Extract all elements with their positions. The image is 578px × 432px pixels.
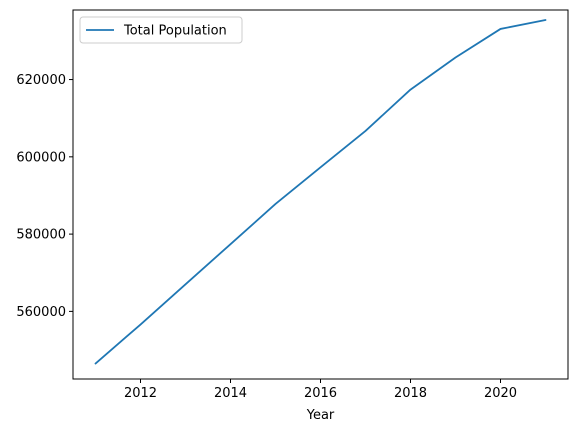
y-tick-label: 580000 — [16, 228, 66, 243]
x-axis-ticks: 2012 2014 2016 2018 2020 — [124, 379, 517, 401]
y-axis-ticks: 560000 580000 600000 620000 — [16, 73, 73, 320]
x-tick-label: 2016 — [304, 386, 337, 401]
plot-frame — [72, 9, 569, 380]
legend-label: Total Population — [123, 24, 227, 39]
x-tick-label: 2020 — [484, 386, 517, 401]
x-tick-label: 2012 — [124, 386, 157, 401]
x-tick-label: 2018 — [394, 386, 427, 401]
y-tick-label: 560000 — [16, 305, 66, 320]
y-tick-label: 600000 — [16, 150, 66, 165]
series-layer — [94, 19, 547, 365]
x-axis-label: Year — [306, 408, 335, 423]
x-tick-label: 2014 — [214, 386, 247, 401]
y-tick-label: 620000 — [16, 73, 66, 88]
legend: Total Population — [79, 16, 243, 44]
series-line — [94, 19, 547, 365]
legend-box — [79, 16, 243, 44]
